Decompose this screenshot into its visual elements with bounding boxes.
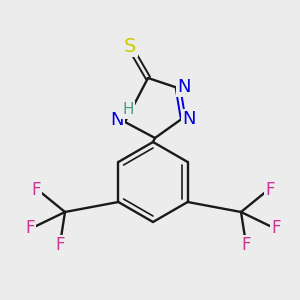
- Text: N: N: [182, 110, 196, 128]
- Text: F: F: [241, 236, 251, 254]
- Text: F: F: [271, 219, 281, 237]
- Text: N: N: [110, 111, 124, 129]
- Text: F: F: [25, 219, 35, 237]
- Text: N: N: [177, 78, 191, 96]
- Text: F: F: [265, 181, 275, 199]
- Text: F: F: [55, 236, 65, 254]
- Text: H: H: [122, 103, 134, 118]
- Text: F: F: [31, 181, 41, 199]
- Text: S: S: [124, 37, 136, 56]
